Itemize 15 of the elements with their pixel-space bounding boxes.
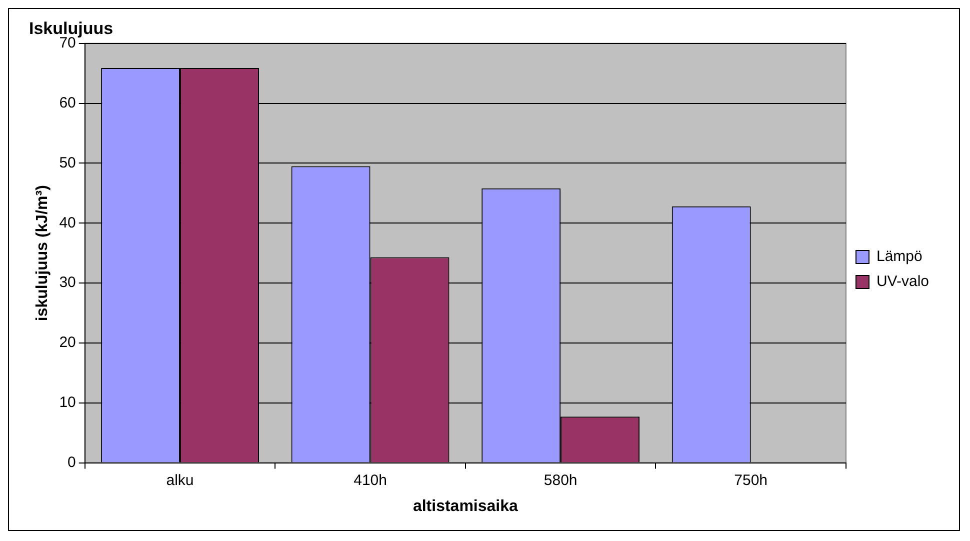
x-tick-label: 580h	[544, 472, 578, 489]
legend-label: Lämpö	[876, 248, 922, 266]
y-tick-label: 60	[59, 94, 76, 112]
y-tick-label: 40	[59, 214, 76, 232]
legend-label: UV-valo	[876, 273, 930, 290]
x-tick-label: 410h	[354, 472, 387, 489]
x-axis-title: altistamisaika	[412, 498, 518, 515]
x-tick-label: 750h	[734, 472, 768, 489]
y-tick-label: 20	[59, 334, 76, 352]
y-tick-label: 30	[59, 274, 76, 292]
y-tick-label: 10	[59, 394, 76, 412]
x-tick-label: alku	[166, 472, 194, 489]
y-tick-label: 50	[59, 154, 76, 172]
y-tick-label: 0	[68, 454, 76, 471]
y-axis-title: iskulujuus (kJ/m³)	[34, 185, 52, 322]
